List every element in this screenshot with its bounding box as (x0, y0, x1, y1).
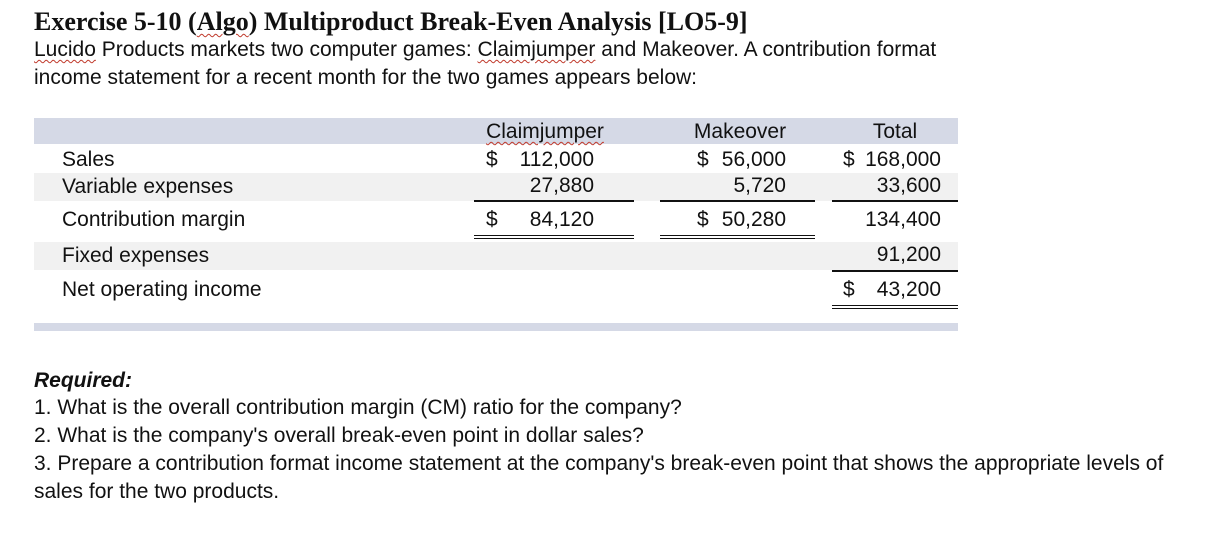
intro-paragraph: Lucido Products markets two computer gam… (34, 38, 937, 89)
required-item: 2. What is the company's overall break-e… (34, 424, 644, 447)
subtotal-underline (832, 270, 958, 272)
double-underline (660, 238, 815, 239)
contribution-margin-total: 134,400 (865, 208, 941, 231)
required-item: 3. Prepare a contribution format income … (34, 452, 1164, 503)
currency-symbol: $ (486, 148, 498, 171)
subtotal-underline (832, 200, 958, 202)
subtotal-underline (474, 200, 634, 202)
double-underline (660, 235, 815, 236)
variable-expenses-claimjumper: 27,880 (529, 174, 594, 197)
row-label-sales: Sales (62, 148, 115, 171)
sales-total: 168,000 (865, 148, 941, 171)
company-name: Lucido (34, 38, 96, 61)
sales-makeover: 56,000 (721, 148, 786, 171)
net-operating-income-total: 43,200 (876, 278, 941, 301)
contribution-margin-makeover: 50,280 (721, 208, 786, 231)
row-label-net-operating-income: Net operating income (62, 278, 262, 301)
currency-symbol: $ (843, 148, 855, 171)
header-total: Total (872, 120, 918, 143)
currency-symbol: $ (486, 208, 498, 231)
sales-claimjumper: 112,000 (519, 148, 594, 171)
row-label-contribution-margin: Contribution margin (62, 208, 246, 231)
double-underline (832, 308, 958, 309)
double-underline (832, 305, 958, 306)
subtotal-underline (660, 200, 815, 202)
intro-line-2: income statement for a recent month for … (34, 66, 698, 89)
variable-expenses-total: 33,600 (876, 174, 941, 197)
required-heading: Required: (34, 369, 133, 392)
game-name-claimjumper: Claimjumper (477, 38, 596, 61)
table-footer-band (34, 323, 958, 331)
currency-symbol: $ (843, 278, 855, 301)
double-underline (474, 235, 634, 236)
variable-expenses-makeover: 5,720 (733, 174, 786, 197)
double-underline (474, 238, 634, 239)
contribution-margin-claimjumper: 84,120 (529, 208, 594, 231)
required-item: 1. What is the overall contribution marg… (34, 396, 682, 419)
algo-label: Algo (196, 7, 249, 36)
table-header-band (34, 118, 958, 144)
row-background (34, 173, 958, 201)
currency-symbol: $ (697, 148, 709, 171)
fixed-expenses-total: 91,200 (876, 243, 941, 266)
row-background (34, 242, 958, 270)
header-makeover: Makeover (693, 120, 787, 143)
header-claimjumper: Claimjumper (486, 120, 604, 143)
row-label-variable-expenses: Variable expenses (62, 175, 234, 198)
required-list: 1. What is the overall contribution marg… (34, 394, 1194, 506)
currency-symbol: $ (697, 208, 709, 231)
row-label-fixed-expenses: Fixed expenses (62, 244, 210, 267)
exercise-title: Exercise 5-10 (Algo) Multiproduct Break-… (34, 7, 748, 36)
